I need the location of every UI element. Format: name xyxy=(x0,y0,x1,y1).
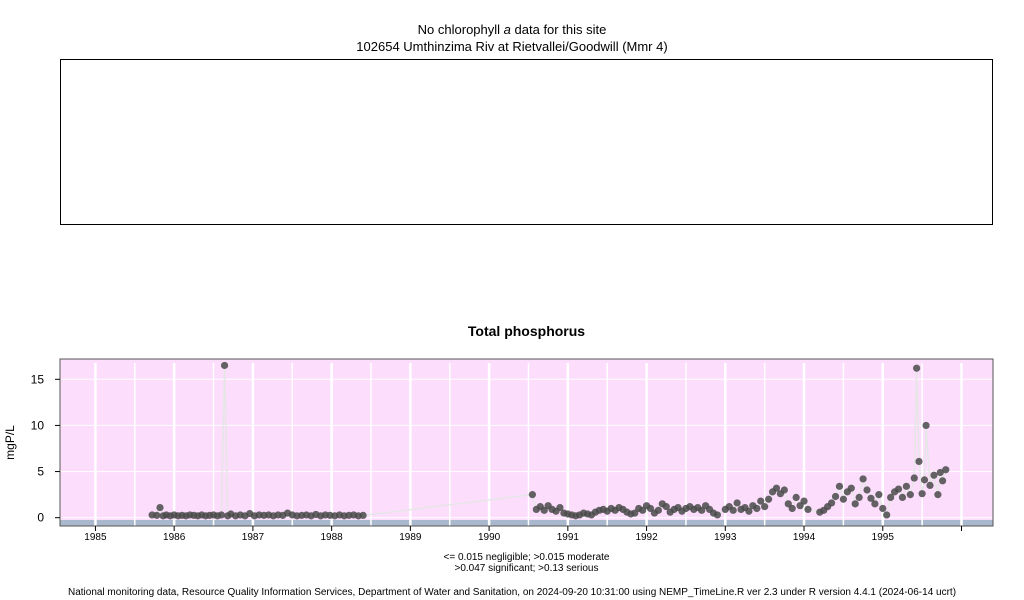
threshold-note-2: >0.047 significant; >0.13 serious xyxy=(454,563,599,574)
data-point xyxy=(867,494,875,502)
x-tick-label: 1995 xyxy=(872,532,895,543)
x-tick-label: 1989 xyxy=(399,532,422,543)
data-point xyxy=(753,504,761,513)
no-data-text: data for this site xyxy=(514,22,607,37)
x-tick-label: 1988 xyxy=(321,532,344,543)
data-point xyxy=(918,490,926,498)
data-point xyxy=(913,364,921,372)
data-point xyxy=(902,482,910,490)
data-point xyxy=(831,492,840,501)
data-point xyxy=(153,511,161,519)
data-point xyxy=(879,504,887,513)
y-tick-label: 15 xyxy=(31,372,45,386)
data-point xyxy=(871,500,879,508)
data-point xyxy=(922,421,930,430)
data-point xyxy=(930,471,938,479)
data-point xyxy=(934,491,942,499)
data-point xyxy=(847,484,855,492)
x-tick-label: 1994 xyxy=(793,532,816,543)
data-point xyxy=(926,481,934,490)
data-point xyxy=(851,500,859,508)
data-point xyxy=(855,493,863,501)
data-point xyxy=(827,499,836,507)
negligible-band xyxy=(60,520,993,526)
data-point xyxy=(863,486,871,494)
data-point xyxy=(906,491,914,499)
site-title: 102654 Umthinzima Riv at Rietvallei/Good… xyxy=(356,39,668,54)
data-point xyxy=(217,511,226,519)
data-point xyxy=(875,491,883,499)
x-tick-label: 1990 xyxy=(478,532,501,543)
data-point xyxy=(788,504,796,513)
data-point xyxy=(220,361,229,370)
no-chlorophyll-text: No chlorophyll xyxy=(417,22,501,37)
data-point xyxy=(883,511,891,519)
data-point xyxy=(733,499,741,507)
data-point xyxy=(936,468,944,477)
data-point xyxy=(942,466,950,474)
data-point xyxy=(745,507,753,515)
data-point xyxy=(792,493,800,501)
data-point xyxy=(920,476,929,484)
footer-credit: National monitoring data, Resource Quali… xyxy=(67,587,957,598)
chlorophyll-a-italic: a xyxy=(503,22,511,37)
y-tick-label: 0 xyxy=(37,511,44,525)
y-tick-label: 10 xyxy=(31,418,45,432)
data-point xyxy=(780,486,788,494)
data-point xyxy=(761,503,769,511)
plot-frame xyxy=(59,358,994,527)
x-tick-label: 1985 xyxy=(84,532,107,543)
data-point xyxy=(804,505,812,513)
data-point xyxy=(359,511,367,519)
x-tick-label: 1991 xyxy=(557,532,580,543)
data-point xyxy=(894,485,903,493)
data-point xyxy=(915,457,923,466)
data-point xyxy=(772,484,781,492)
data-point xyxy=(839,495,848,503)
data-point xyxy=(713,511,722,519)
data-point xyxy=(887,493,895,501)
data-point xyxy=(859,475,867,483)
data-point xyxy=(757,497,765,505)
x-tick-label: 1986 xyxy=(163,532,186,543)
data-point xyxy=(765,495,773,503)
chlorophyll-empty-panel xyxy=(60,59,993,225)
y-axis-label: mgP/L xyxy=(3,425,17,460)
data-point xyxy=(835,482,844,490)
plot-background xyxy=(60,359,993,526)
x-tick-label: 1993 xyxy=(714,532,737,543)
data-point xyxy=(910,474,918,482)
x-tick-label: 1992 xyxy=(635,532,658,543)
tp-panel-title: Total phosphorus xyxy=(467,323,586,339)
data-point xyxy=(156,503,164,512)
data-point xyxy=(662,503,670,511)
y-tick-label: 5 xyxy=(37,465,44,479)
data-point xyxy=(939,477,947,485)
threshold-note-1: <= 0.015 negligible; >0.015 moderate xyxy=(443,552,610,563)
x-tick-label: 1987 xyxy=(242,532,265,543)
data-point xyxy=(556,503,564,512)
data-point xyxy=(729,506,737,514)
chart-title-line-1: No chlorophyll a data for this site xyxy=(0,22,1024,37)
data-point xyxy=(898,493,907,501)
data-point xyxy=(800,497,808,505)
data-point xyxy=(528,491,537,499)
data-point xyxy=(654,506,662,514)
